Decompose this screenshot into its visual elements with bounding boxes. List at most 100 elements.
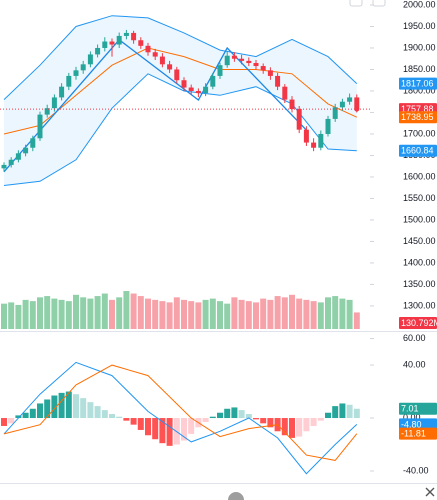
histogram-bar — [44, 399, 51, 419]
volume-bar — [296, 298, 303, 329]
candle-body — [224, 55, 230, 66]
last-price-dot — [354, 106, 360, 112]
volume-bar — [37, 297, 43, 329]
candle-body — [1, 164, 7, 169]
candle-body — [59, 86, 65, 98]
candle-body — [8, 159, 14, 165]
volume-bar — [238, 299, 245, 329]
histogram-bar — [202, 418, 209, 423]
histogram-bar — [166, 418, 173, 446]
candle-body — [325, 118, 331, 134]
candle-body — [87, 54, 93, 65]
volume-bar — [346, 299, 353, 329]
y-tick-label: 1800.00 — [403, 85, 436, 95]
candle-body — [253, 63, 259, 67]
volume-bar — [260, 298, 267, 329]
candle-body — [95, 47, 101, 55]
volume-bar — [339, 298, 346, 329]
close-icon[interactable] — [425, 487, 435, 497]
y-tick-label: 2000.00 — [403, 0, 436, 9]
histogram-bar — [339, 403, 346, 419]
candle-body — [102, 41, 108, 48]
volume-bar — [209, 298, 216, 329]
candle-body — [174, 69, 180, 81]
histogram-bar — [109, 414, 115, 419]
candle-body — [15, 153, 21, 160]
price-badge-label: -4.80 — [401, 419, 422, 429]
y-tick-label: 1550.00 — [403, 193, 436, 203]
candle-body — [203, 86, 209, 94]
volume-bar — [217, 301, 223, 329]
candle-body — [303, 129, 309, 143]
volume-bar — [22, 299, 29, 329]
price-badge — [399, 77, 437, 90]
candle-body — [80, 64, 86, 71]
volume-bar — [29, 301, 36, 329]
candle-body — [318, 133, 324, 148]
histogram-bar — [353, 408, 360, 419]
price-badge-label: 1817.06 — [401, 79, 434, 89]
volume-bar — [188, 301, 195, 329]
candle-body — [195, 90, 201, 94]
candle-body — [239, 58, 245, 61]
signal-line — [3, 364, 358, 461]
candle-body — [159, 56, 165, 65]
macd-line — [3, 361, 358, 475]
zigzag-line — [3, 38, 307, 173]
volume-bar — [109, 299, 115, 329]
candle-body — [152, 52, 158, 57]
candle-body — [123, 32, 129, 36]
candle-body — [188, 87, 194, 91]
candle-body — [354, 97, 360, 110]
histogram-bar — [231, 407, 238, 419]
volume-bar — [94, 296, 101, 329]
histogram-bar — [116, 416, 123, 419]
price-badge-label: -11.81 — [401, 429, 426, 439]
volume-bar — [44, 296, 51, 329]
histogram-bar — [224, 408, 231, 419]
volume-bar — [8, 302, 15, 329]
candle-body — [332, 107, 338, 119]
volume-bar — [80, 297, 87, 329]
candle-body — [37, 114, 43, 139]
volume-bar — [303, 299, 310, 329]
histogram-bar — [303, 418, 310, 432]
volume-bar — [15, 304, 22, 329]
histogram-bar — [101, 410, 108, 419]
volume-bar — [289, 294, 295, 329]
histogram-bar — [145, 418, 151, 436]
histogram-bar — [209, 416, 216, 419]
toolbar-button[interactable] — [349, 0, 363, 7]
histogram-bar — [267, 418, 274, 428]
avatar — [228, 492, 244, 500]
toolbar-button[interactable] — [372, 0, 386, 7]
volume-bar — [152, 299, 159, 329]
histogram-bar — [65, 391, 72, 419]
volume-bar — [274, 296, 281, 329]
price-badge — [399, 418, 437, 431]
volume-bar — [1, 303, 7, 329]
price-badge — [399, 402, 437, 415]
histogram-bar — [1, 418, 7, 426]
volume-bar — [267, 299, 274, 329]
volume-bar — [181, 299, 187, 329]
candle-body — [217, 65, 223, 76]
volume-bar — [65, 301, 72, 329]
histogram-bar — [317, 418, 324, 421]
candle-body — [282, 86, 288, 100]
candle-body — [339, 101, 345, 108]
volume-bar — [166, 302, 173, 329]
y-tick-label: 1500.00 — [403, 214, 436, 224]
volume-bar — [123, 291, 130, 329]
volume-bar — [310, 301, 317, 329]
candle-body — [311, 142, 317, 148]
histogram-bar — [94, 406, 101, 419]
y-tick-label: 1600.00 — [403, 171, 436, 181]
histogram-bar — [325, 412, 331, 419]
volume-bar — [159, 301, 166, 329]
histogram-bar — [245, 414, 252, 419]
candle-body — [231, 55, 237, 59]
candle-body — [73, 70, 79, 76]
histogram-bar — [159, 418, 166, 444]
